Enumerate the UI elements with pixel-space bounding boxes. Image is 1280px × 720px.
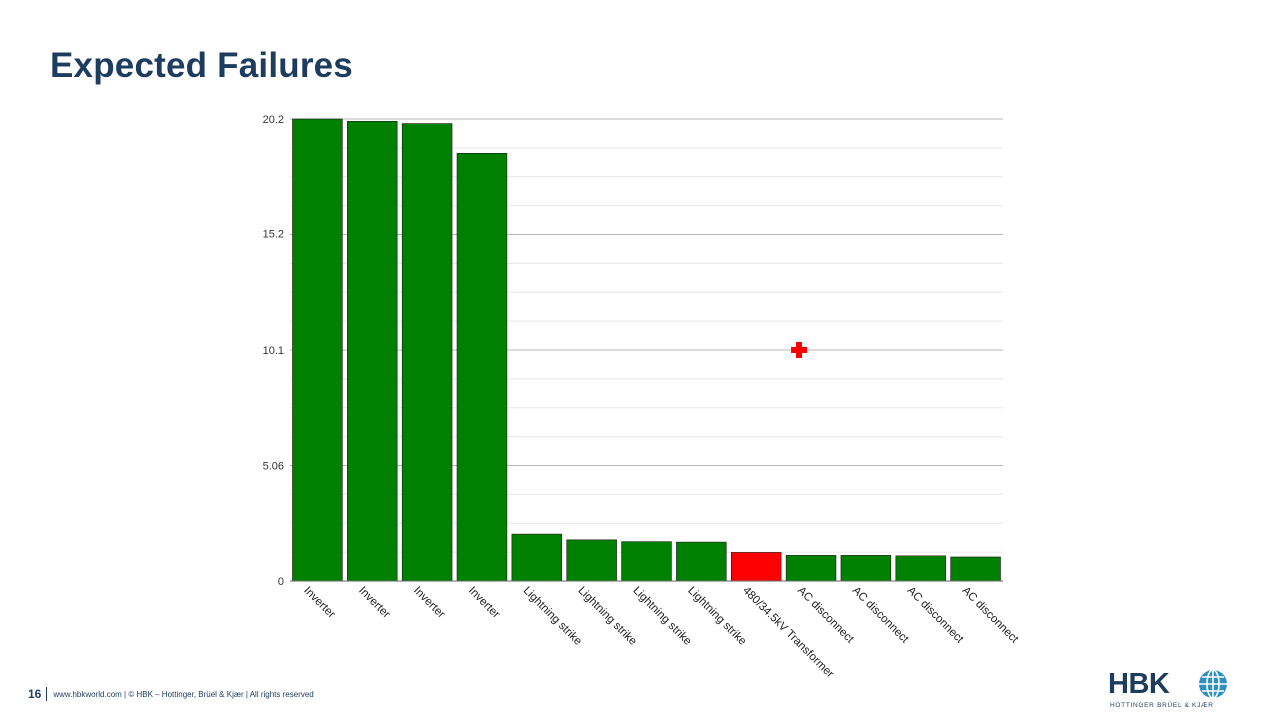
bar [347,120,398,582]
footer-copyright: www.hbkworld.com | © HBK – Hottinger, Br… [53,689,314,699]
logo-wordmark: HBK [1108,668,1170,700]
x-tick-label: AC disconnect [905,585,966,646]
footer-divider [46,687,48,701]
y-tick-label: 10.1 [263,345,284,357]
x-tick-label: Inverter [301,585,337,621]
bar [566,539,617,582]
x-tick-label: Lightning strike [685,585,748,648]
x-tick-label: Lightning strike [630,585,693,648]
x-tick-label: AC disconnect [850,585,911,646]
bar [950,556,1001,582]
x-tick-label: Lightning strike [521,585,584,648]
x-tick-label: Lightning strike [576,585,639,648]
bar [401,123,453,582]
x-tick-label: Inverter [466,585,502,621]
bar [511,533,563,582]
x-tick-label: 480/34.5kV Transformer [740,585,836,681]
bar [676,541,727,582]
bar [621,541,672,582]
x-tick-label: AC disconnect [795,585,856,646]
plus-marker [791,342,808,358]
bar [292,118,343,582]
bar [895,555,946,582]
page-number: 16 [28,687,42,701]
logo-tagline: HOTTINGER BRÜEL & KJÆR [1110,702,1214,709]
hbk-logo: HBK HOTTINGER BRÜEL & KJÆR [1108,668,1232,712]
bar [785,555,837,582]
bar [840,555,892,582]
x-tick-label: Inverter [356,585,392,621]
y-tick-label: 5.06 [263,460,284,472]
footer: 16 www.hbkworld.com | © HBK – Hottinger,… [28,684,314,704]
y-tick-label: 15.2 [263,228,284,240]
y-tick-label: 20.2 [263,114,284,126]
y-tick-label: 0 [278,576,284,588]
x-tick-label: AC disconnect [959,585,1020,646]
bar [730,552,782,582]
bar [456,153,508,582]
slide-title: Expected Failures [50,46,353,85]
x-tick-label: Inverter [411,585,447,621]
globe-icon [1199,669,1227,699]
